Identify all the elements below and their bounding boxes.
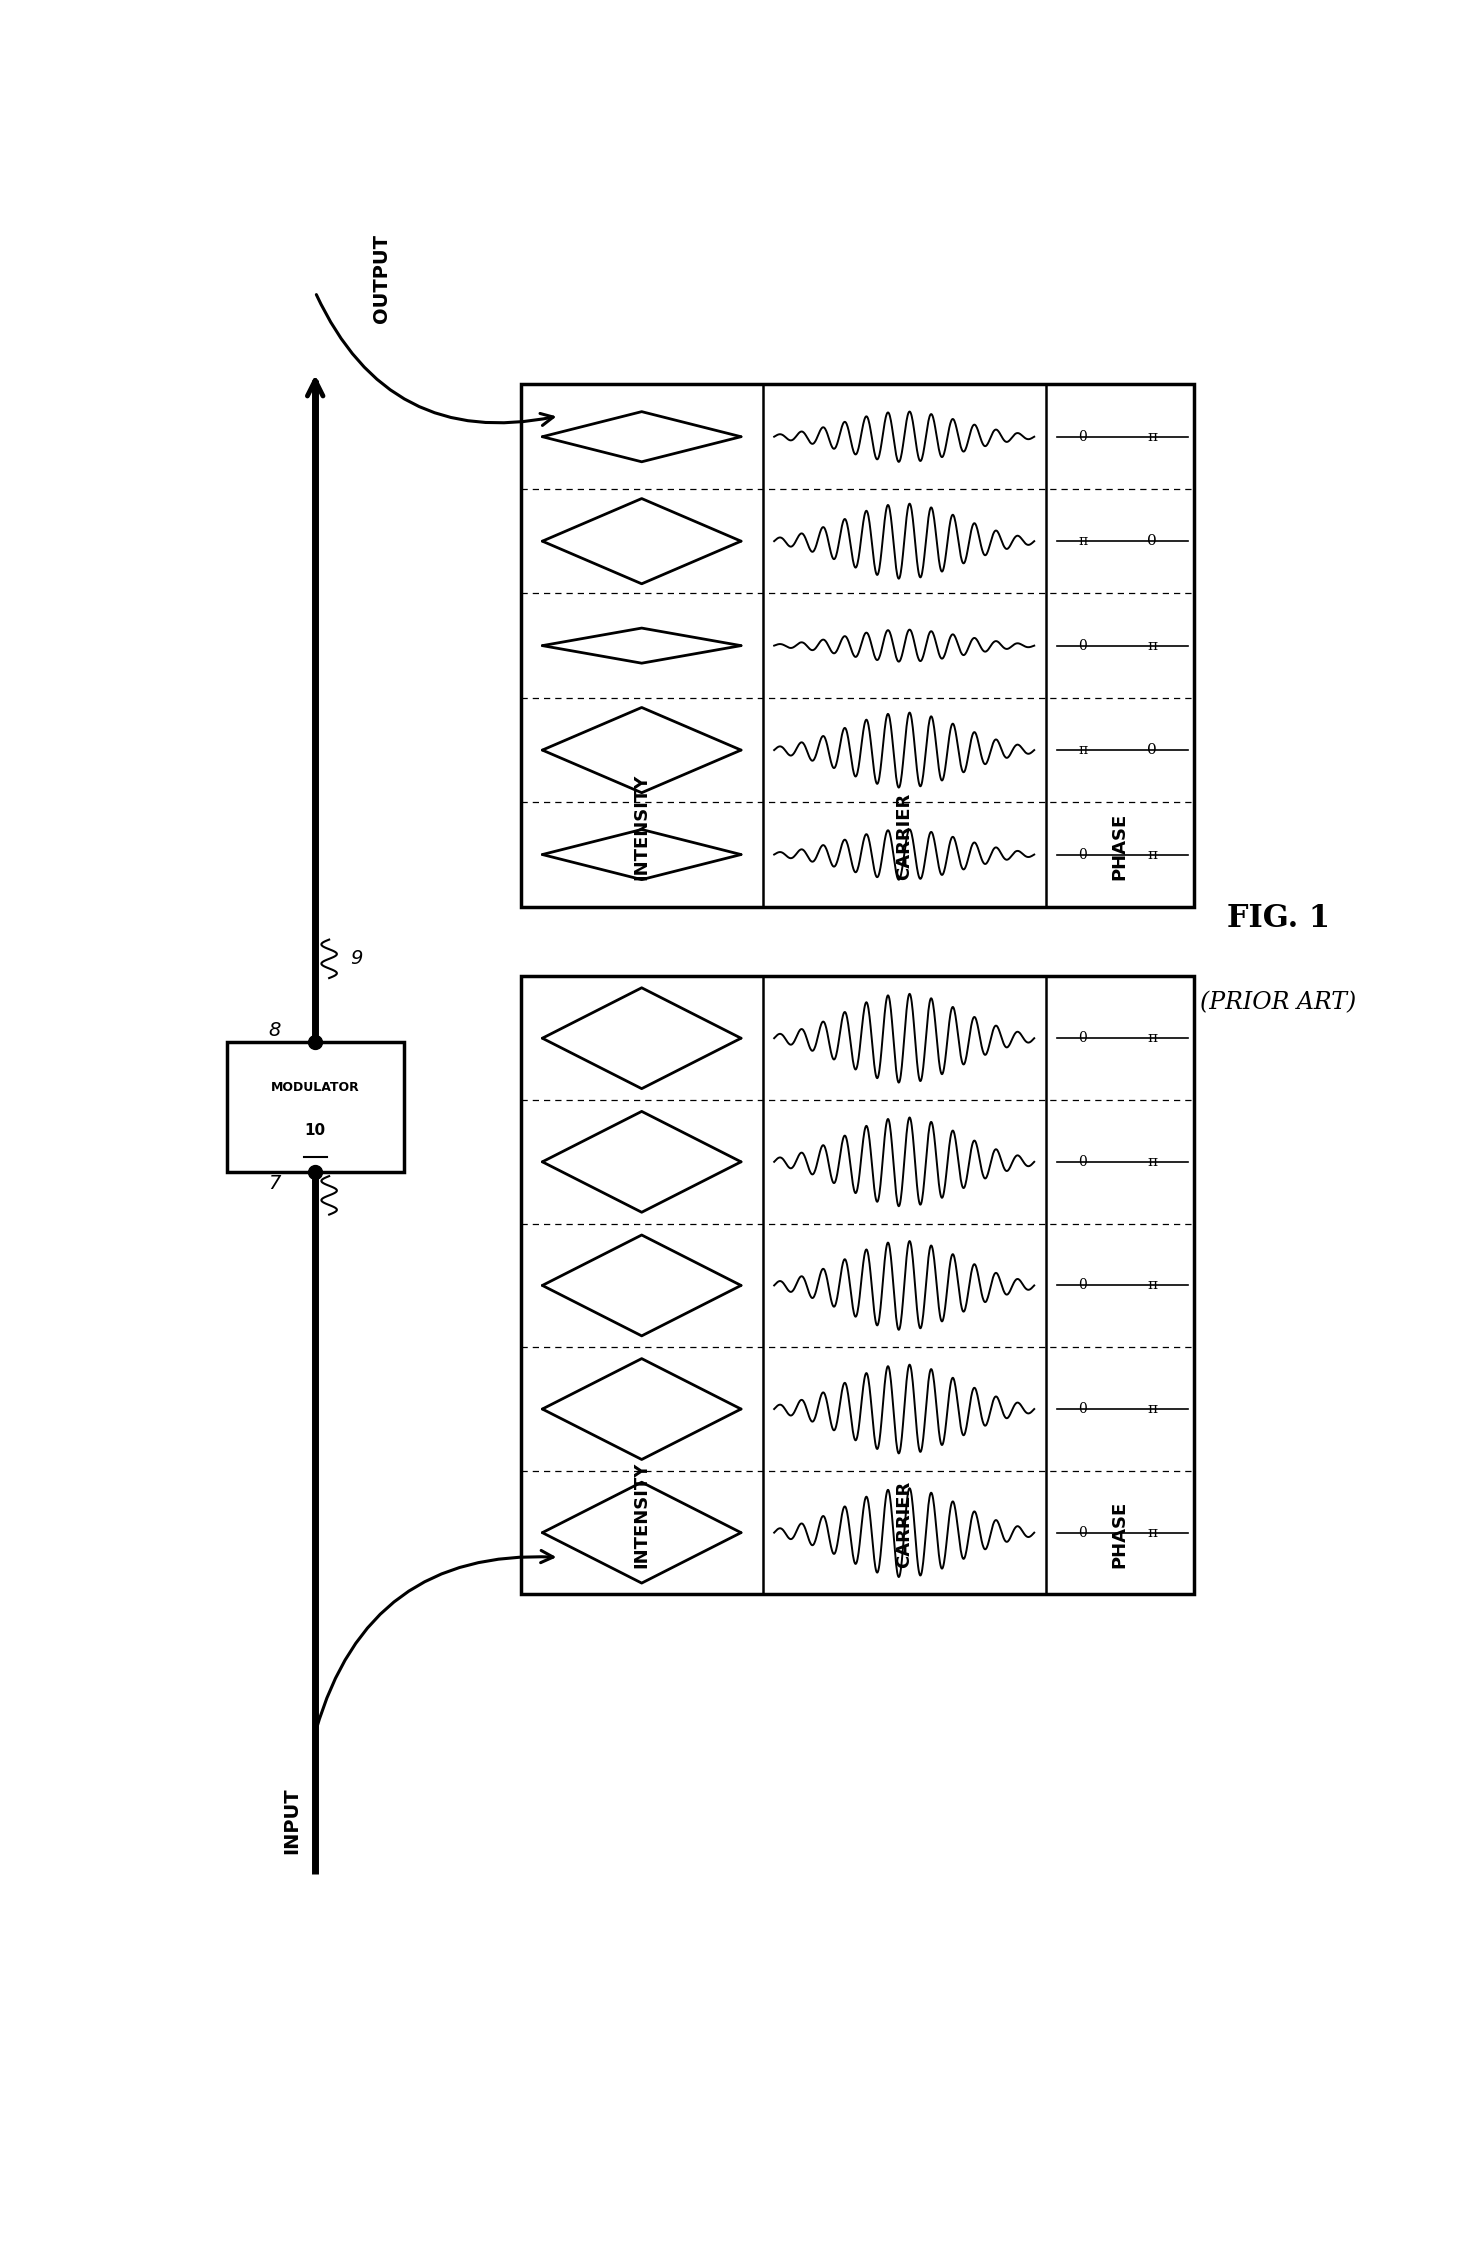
Text: π: π [1147,1277,1157,1293]
Text: FIG. 1: FIG. 1 [1226,902,1329,934]
Bar [521,977,1194,1594]
Text: CARRIER: CARRIER [895,1481,913,1567]
Text: π: π [1078,744,1088,757]
Text: 0: 0 [1147,744,1157,757]
Text: 0: 0 [1078,430,1086,443]
Text: 8: 8 [268,1020,280,1040]
Text: MODULATOR: MODULATOR [271,1081,359,1094]
Text: π: π [1147,1031,1157,1045]
Text: 0: 0 [1078,1402,1086,1415]
Text: π: π [1078,534,1088,547]
Text: 0: 0 [1078,1526,1086,1540]
Text: π: π [1147,1155,1157,1169]
Text: PHASE: PHASE [1110,1501,1129,1567]
Text: 7: 7 [268,1173,280,1194]
Text: 0: 0 [1078,1155,1086,1169]
Text: 10: 10 [305,1124,325,1137]
Text: INTENSITY: INTENSITY [633,773,651,880]
Bar [227,1042,403,1171]
Text: π: π [1147,430,1157,443]
Text: 0: 0 [1078,1277,1086,1293]
Text: (PRIOR ART): (PRIOR ART) [1200,993,1356,1015]
Text: 0: 0 [1078,638,1086,653]
Bar [521,384,1194,907]
Text: π: π [1147,848,1157,861]
Text: CARRIER: CARRIER [895,794,913,880]
Text: π: π [1147,638,1157,653]
Text: 0: 0 [1147,534,1157,547]
Text: π: π [1147,1402,1157,1415]
Text: INTENSITY: INTENSITY [633,1461,651,1567]
Text: PHASE: PHASE [1110,812,1129,880]
Text: π: π [1147,1526,1157,1540]
Text: 9: 9 [350,950,362,968]
Text: 5: 5 [350,1088,362,1108]
Text: INPUT: INPUT [283,1786,302,1854]
Text: 0: 0 [1078,1031,1086,1045]
Text: 0: 0 [1078,848,1086,861]
Text: OUTPUT: OUTPUT [371,233,390,323]
